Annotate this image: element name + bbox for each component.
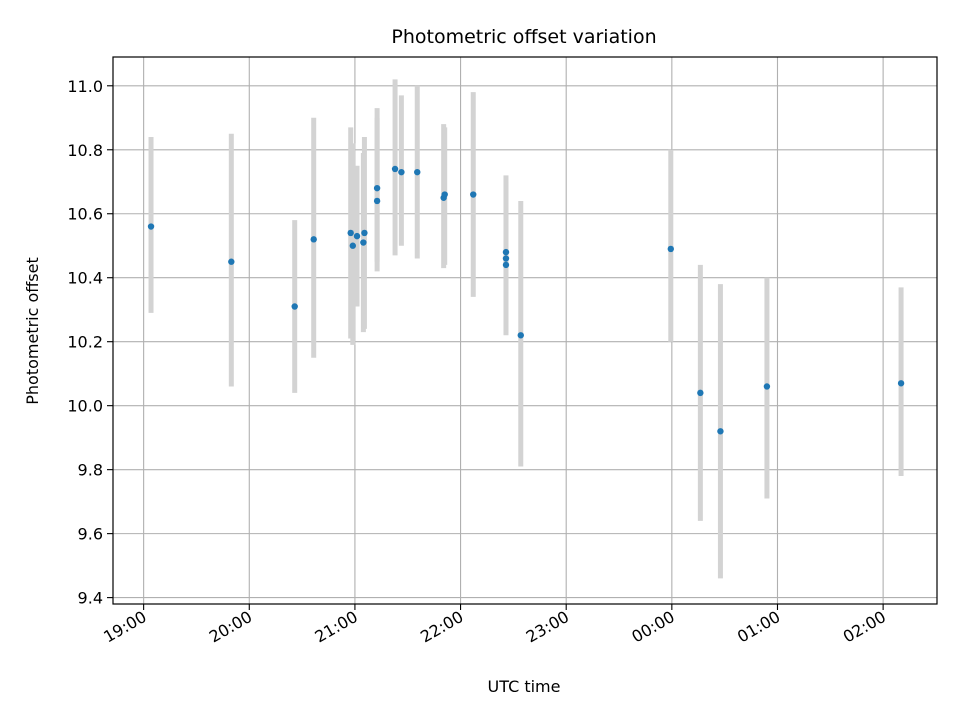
- data-point: [517, 332, 524, 339]
- plot-frame: [112, 56, 938, 605]
- data-point: [502, 248, 510, 256]
- chart-title: Photometric offset variation: [391, 26, 656, 48]
- data-point: [697, 389, 704, 397]
- y-tick-label: 10.8: [67, 141, 103, 160]
- y-tick-label: 9.8: [78, 461, 103, 480]
- data-point: [360, 239, 367, 246]
- data-points: [147, 165, 905, 435]
- y-tick-label: 11.0: [67, 77, 103, 96]
- data-point: [502, 255, 510, 262]
- y-tick-label: 10.2: [67, 333, 103, 352]
- y-axis-label: Photometric offset: [23, 257, 42, 405]
- data-point: [349, 242, 357, 249]
- data-point: [502, 261, 510, 269]
- y-tick-label: 10.0: [67, 397, 103, 416]
- data-point: [373, 197, 381, 205]
- data-point: [373, 184, 381, 192]
- data-point: [717, 428, 724, 435]
- y-tick-label: 10.4: [67, 269, 103, 288]
- data-point: [228, 258, 235, 265]
- data-point: [667, 245, 674, 253]
- data-point: [310, 236, 317, 243]
- data-point: [763, 383, 771, 390]
- data-point: [398, 168, 405, 176]
- data-point: [361, 229, 368, 237]
- data-point: [897, 380, 905, 387]
- y-tick-label: 9.4: [78, 589, 103, 608]
- data-point: [470, 191, 477, 198]
- data-point: [414, 168, 421, 176]
- data-point: [347, 229, 354, 237]
- data-point: [391, 165, 399, 173]
- y-tick-label: 10.6: [67, 205, 103, 224]
- y-tick-label: 9.6: [78, 525, 103, 544]
- data-point: [147, 223, 155, 230]
- data-point: [291, 303, 298, 310]
- data-point: [441, 191, 448, 198]
- data-point: [353, 232, 361, 240]
- x-axis-label: UTC time: [488, 677, 561, 696]
